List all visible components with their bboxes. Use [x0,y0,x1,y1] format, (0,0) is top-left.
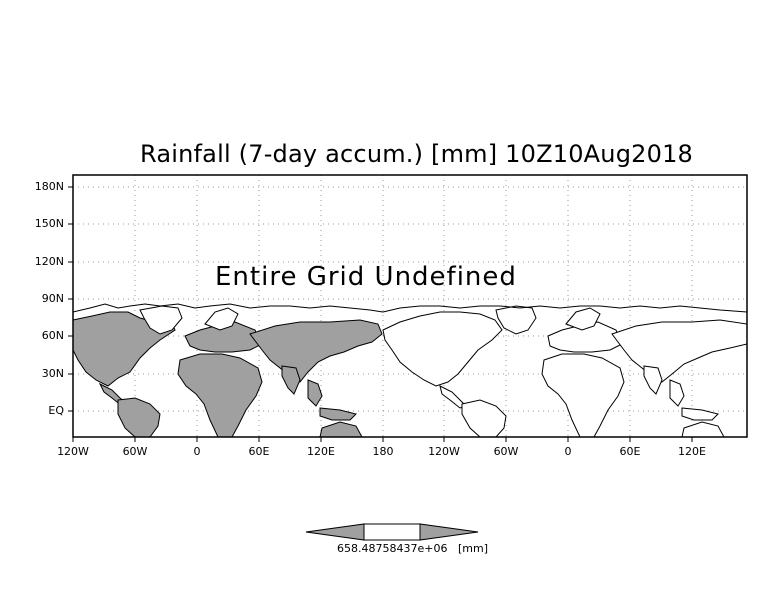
colorbar-value-label: 658.48758437e+06 [337,542,448,555]
y-tick-label: 60N [41,329,64,342]
x-tick-label: 60E [248,445,270,458]
undefined-grid-message: Entire Grid Undefined [215,262,517,292]
x-tick-label: 0 [564,445,572,458]
x-ticks [72,437,693,442]
y-tick-label: 180N [34,180,64,193]
plot-frame [72,174,748,438]
x-tick-label: 120W [57,445,89,458]
x-tick-label: 60E [619,445,641,458]
y-tick-label: 30N [41,367,64,380]
x-tick-label: 120W [428,445,460,458]
colorbar [305,523,479,541]
y-tick-label: 150N [34,217,64,230]
arctic-coast [72,303,748,313]
x-tick-label: 0 [193,445,201,458]
land-right [382,305,748,438]
y-tick-label: EQ [48,404,64,417]
x-tick-label: 180 [372,445,394,458]
grid-lines [73,175,747,437]
y-tick-label: 120N [34,255,64,268]
x-tick-label: 60W [122,445,148,458]
x-tick-label: 60W [493,445,519,458]
x-tick-label: 120E [307,445,335,458]
colorbar-left-triangle [305,523,365,541]
colorbar-box [363,523,421,541]
colorbar-right-triangle [419,523,479,541]
y-tick-label: 90N [41,292,64,305]
land-left [72,305,383,438]
map-title: Rainfall (7-day accum.) [mm] 10Z10Aug201… [140,140,694,168]
x-tick-label: 120E [678,445,706,458]
y-ticks [68,186,73,412]
colorbar-unit-label: [mm] [458,542,489,555]
